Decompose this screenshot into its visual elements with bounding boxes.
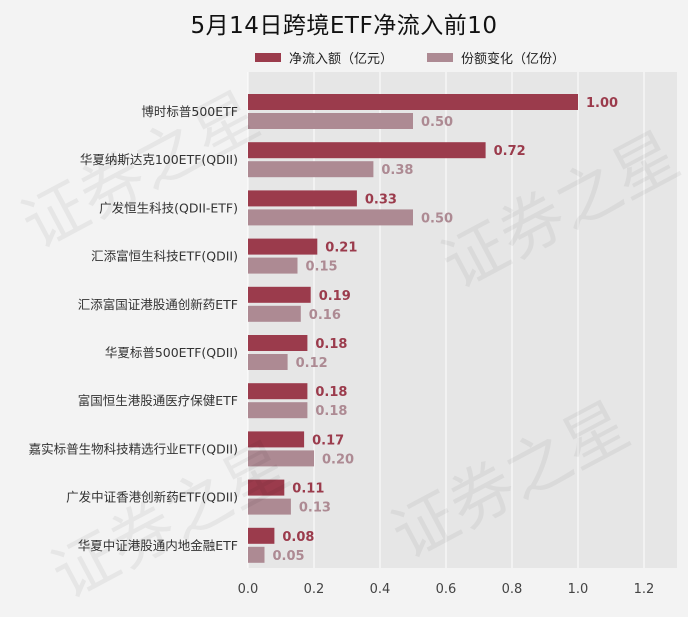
bar-share-change [248,257,298,274]
y-category-label: 嘉实标普生物科技精选行业ETF(QDII) [29,441,238,456]
data-label-share-change: 0.20 [322,452,354,467]
bar-share-change [248,450,314,467]
data-label-net-inflow: 0.72 [494,144,526,159]
data-label-net-inflow: 0.08 [282,530,314,545]
chart-title: 5月14日跨境ETF净流入前10 [190,13,498,39]
data-label-net-inflow: 1.00 [586,96,618,111]
data-label-share-change: 0.05 [273,549,305,564]
legend-item-share-change: 份额变化（亿份） [427,48,565,67]
data-label-net-inflow: 0.18 [315,337,347,352]
legend-swatch-net-inflow [255,53,281,62]
x-tick-label: 0.0 [238,582,259,597]
x-tick-label: 1.0 [568,582,589,597]
data-label-net-inflow: 0.33 [365,192,397,207]
bar-share-change [248,305,301,322]
bar-share-change [248,113,413,129]
legend-label-net-inflow: 净流入额（亿元） [289,52,394,67]
data-label-share-change: 0.18 [315,404,347,419]
y-category-label: 博时标普500ETF [141,104,238,119]
legend-label-share-change: 份额变化（亿份） [461,52,566,67]
y-category-label: 富国恒生港股通医疗保健ETF [78,393,238,408]
bar-share-change [248,546,265,563]
data-label-net-inflow: 0.18 [315,385,347,400]
bar-net-inflow [248,527,275,544]
data-label-share-change: 0.50 [421,115,453,130]
bars: 1.00 0.50 0.72 0.38 0.33 0.50 0.21 0.15 0.19 0.16… [248,94,618,564]
data-label-net-inflow: 0.17 [312,433,344,448]
y-category-label: 广发中证香港创新药ETF(QDII) [66,490,238,505]
legend-swatch-share-change [427,53,454,62]
x-tick-label: 1.2 [634,582,655,597]
y-category-label: 汇添富国证港股通创新药ETF [78,297,238,312]
bar-share-change [248,402,308,419]
bar-share-change [248,498,291,515]
bar-net-inflow [248,94,578,110]
bar-share-change [248,209,413,226]
y-category-label: 华夏标普500ETF(QDII) [105,345,238,360]
y-axis-labels: 博时标普500ETF 华夏纳斯达克100ETF(QDII) 广发恒生科技(QDII-… [29,104,238,553]
x-tick-label: 0.6 [436,582,457,597]
bar-net-inflow [248,479,285,496]
bar-share-change [248,161,374,178]
data-label-share-change: 0.15 [306,260,338,275]
y-category-label: 汇添富恒生科技ETF(QDII) [91,249,238,264]
bar-net-inflow [248,335,308,351]
data-label-net-inflow: 0.21 [325,241,357,256]
data-label-share-change: 0.12 [296,356,328,371]
data-label-net-inflow: 0.11 [292,482,324,497]
bar-net-inflow [248,431,305,448]
bar-net-inflow [248,286,311,303]
data-label-share-change: 0.50 [421,211,453,226]
y-category-label: 广发恒生科技(QDII-ETF) [99,200,238,215]
y-category-label: 华夏纳斯达克100ETF(QDII) [80,152,238,167]
y-category-label: 华夏中证港股通内地金融ETF [78,538,238,553]
data-label-share-change: 0.16 [309,308,341,323]
data-label-net-inflow: 0.19 [319,289,351,304]
x-tick-label: 0.2 [304,582,325,597]
x-tick-label: 0.4 [370,582,391,597]
chart-legend: 净流入额（亿元） 份额变化（亿份） [255,48,599,67]
legend-item-net-inflow: 净流入额（亿元） [255,48,393,67]
bar-net-inflow [248,238,318,255]
data-label-share-change: 0.38 [381,163,413,178]
bar-net-inflow [248,190,357,207]
bar-net-inflow [248,142,486,159]
data-label-share-change: 0.13 [299,501,331,516]
bar-net-inflow [248,383,308,400]
x-tick-label: 0.8 [502,582,523,597]
x-axis-labels: 0.0 0.2 0.4 0.6 0.8 1.0 1.2 [238,582,655,597]
bar-share-change [248,354,288,370]
